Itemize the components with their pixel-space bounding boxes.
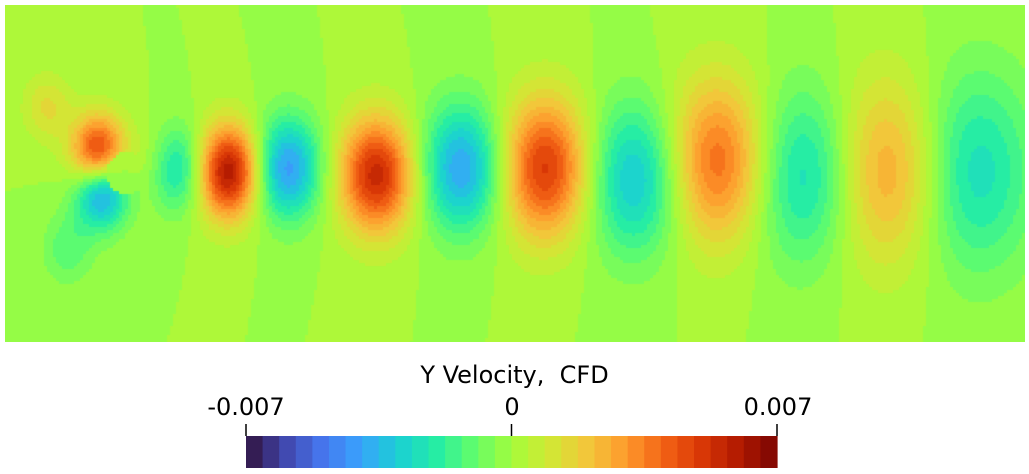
colorbar-swatch-4 [312, 436, 330, 468]
colorbar-swatch-7 [362, 436, 380, 468]
colorbar-swatch-14 [478, 436, 496, 468]
colorbar-swatch-29 [727, 436, 745, 468]
colorbar-swatch-11 [428, 436, 446, 468]
colorbar-swatch-17 [528, 436, 546, 468]
colorbar-tick-label-min: -0.007 [207, 393, 285, 421]
colorbar-swatch-9 [395, 436, 413, 468]
colorbar-tick-label-max: 0.007 [743, 393, 813, 421]
colorbar-swatch-6 [345, 436, 363, 468]
colorbar-swatch-30 [743, 436, 761, 468]
colorbar-swatch-31 [760, 436, 778, 468]
colorbar-swatch-5 [328, 436, 347, 468]
colorbar-swatch-22 [611, 436, 629, 468]
colorbar-swatch-19 [561, 436, 579, 468]
colorbar-swatch-20 [577, 436, 596, 468]
colorbar-swatch-28 [710, 436, 728, 468]
colorbar-swatch-27 [694, 436, 712, 468]
colorbar-swatch-1 [262, 436, 280, 468]
colorbar-swatch-23 [627, 436, 645, 468]
colorbar-swatch-26 [677, 436, 695, 468]
colorbar-swatch-2 [279, 436, 297, 468]
colorbar-swatch-10 [411, 436, 430, 468]
colorbar-swatch-25 [660, 436, 679, 468]
colorbar-swatch-13 [461, 436, 479, 468]
colorbar-swatch-3 [295, 436, 313, 468]
colorbar-swatch-21 [594, 436, 612, 468]
colorbar-swatch-0 [246, 436, 264, 468]
colorbar-swatch-8 [378, 436, 396, 468]
colorbar-tick-label-zero: 0 [504, 393, 520, 421]
colorbar-swatch-18 [544, 436, 562, 468]
colorbar-swatch-24 [644, 436, 662, 468]
colorbar-swatch-12 [445, 436, 463, 468]
colorbar-swatch-15 [494, 436, 513, 468]
colorbar [245, 424, 778, 468]
velocity-field-plot [5, 5, 1025, 342]
colorbar-title: Y Velocity, CFD [420, 361, 609, 389]
colorbar-swatch-16 [511, 436, 529, 468]
